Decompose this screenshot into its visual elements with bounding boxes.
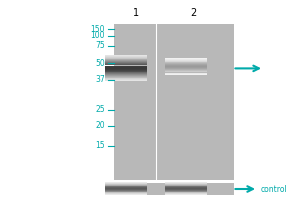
Bar (114, 183, 234, 195)
Bar (165, 69, 207, 70)
Bar (165, 185, 207, 186)
Bar (165, 68, 207, 69)
Bar (105, 55, 147, 56)
Bar (165, 183, 207, 184)
Bar (165, 190, 207, 191)
Bar (165, 71, 207, 72)
Text: 50: 50 (95, 58, 105, 68)
Bar (165, 62, 207, 63)
Bar (105, 193, 147, 194)
Bar (165, 65, 207, 66)
Bar (105, 64, 147, 65)
Bar (105, 62, 147, 63)
Bar (105, 185, 147, 186)
Bar (105, 61, 147, 62)
Text: 1: 1 (134, 8, 140, 18)
Bar (105, 60, 147, 61)
Text: 20: 20 (95, 121, 105, 130)
Text: 2: 2 (190, 8, 196, 18)
Bar (105, 192, 147, 193)
Bar (105, 73, 147, 74)
Bar (165, 58, 207, 59)
Bar (165, 66, 207, 67)
Bar (105, 66, 147, 67)
Bar (165, 74, 207, 75)
Bar (165, 60, 207, 61)
Bar (105, 77, 147, 78)
Bar (105, 184, 147, 185)
Bar (165, 73, 207, 74)
Bar (165, 189, 207, 190)
Bar (105, 189, 147, 190)
Bar (105, 191, 147, 192)
Bar (165, 187, 207, 188)
Text: 100: 100 (91, 31, 105, 40)
Bar (105, 79, 147, 80)
Text: 150: 150 (91, 24, 105, 33)
Bar (105, 76, 147, 77)
Bar (105, 78, 147, 79)
Bar (105, 57, 147, 58)
Bar (165, 61, 207, 62)
Bar (105, 194, 147, 195)
Text: 75: 75 (95, 42, 105, 50)
Bar (105, 182, 147, 183)
Text: 37: 37 (95, 75, 105, 84)
Bar (105, 187, 147, 188)
Bar (165, 186, 207, 187)
Text: 15: 15 (95, 142, 105, 150)
Bar (165, 188, 207, 189)
Bar (105, 186, 147, 187)
Bar (165, 192, 207, 193)
Text: 25: 25 (95, 106, 105, 114)
Bar (105, 188, 147, 189)
Bar (165, 63, 207, 64)
Bar (105, 190, 147, 191)
Bar (105, 58, 147, 59)
Bar (105, 80, 147, 81)
Bar (105, 63, 147, 64)
Bar (105, 71, 147, 72)
Bar (165, 64, 207, 65)
Bar (105, 74, 147, 75)
Bar (114, 24, 234, 180)
Bar (165, 194, 207, 195)
Bar (165, 67, 207, 68)
Bar (105, 75, 147, 76)
Bar (165, 193, 207, 194)
Bar (105, 59, 147, 60)
Bar (165, 59, 207, 60)
Bar (105, 69, 147, 70)
Bar (105, 67, 147, 68)
Bar (165, 182, 207, 183)
Bar (165, 70, 207, 71)
Bar (165, 184, 207, 185)
Bar (105, 70, 147, 71)
Bar (105, 183, 147, 184)
Text: control: control (261, 184, 288, 194)
Bar (105, 68, 147, 69)
Bar (105, 72, 147, 73)
Bar (105, 56, 147, 57)
Bar (165, 191, 207, 192)
